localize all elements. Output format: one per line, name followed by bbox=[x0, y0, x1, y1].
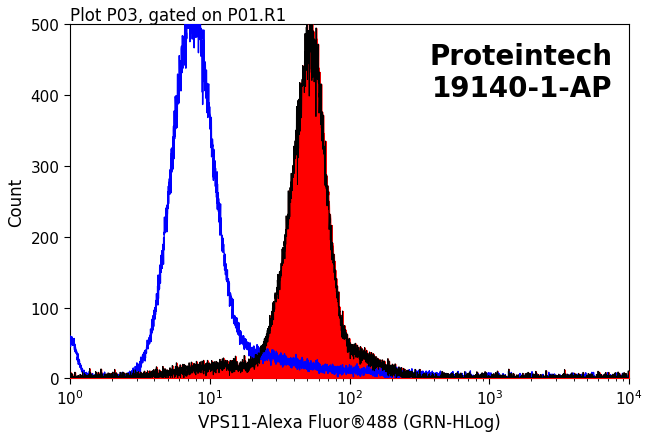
Y-axis label: Count: Count bbox=[7, 177, 25, 226]
X-axis label: VPS11-Alexa Fluor®488 (GRN-HLog): VPS11-Alexa Fluor®488 (GRN-HLog) bbox=[198, 413, 501, 431]
Text: Proteintech
19140-1-AP: Proteintech 19140-1-AP bbox=[430, 43, 612, 103]
Text: Plot P03, gated on P01.R1: Plot P03, gated on P01.R1 bbox=[70, 7, 286, 25]
